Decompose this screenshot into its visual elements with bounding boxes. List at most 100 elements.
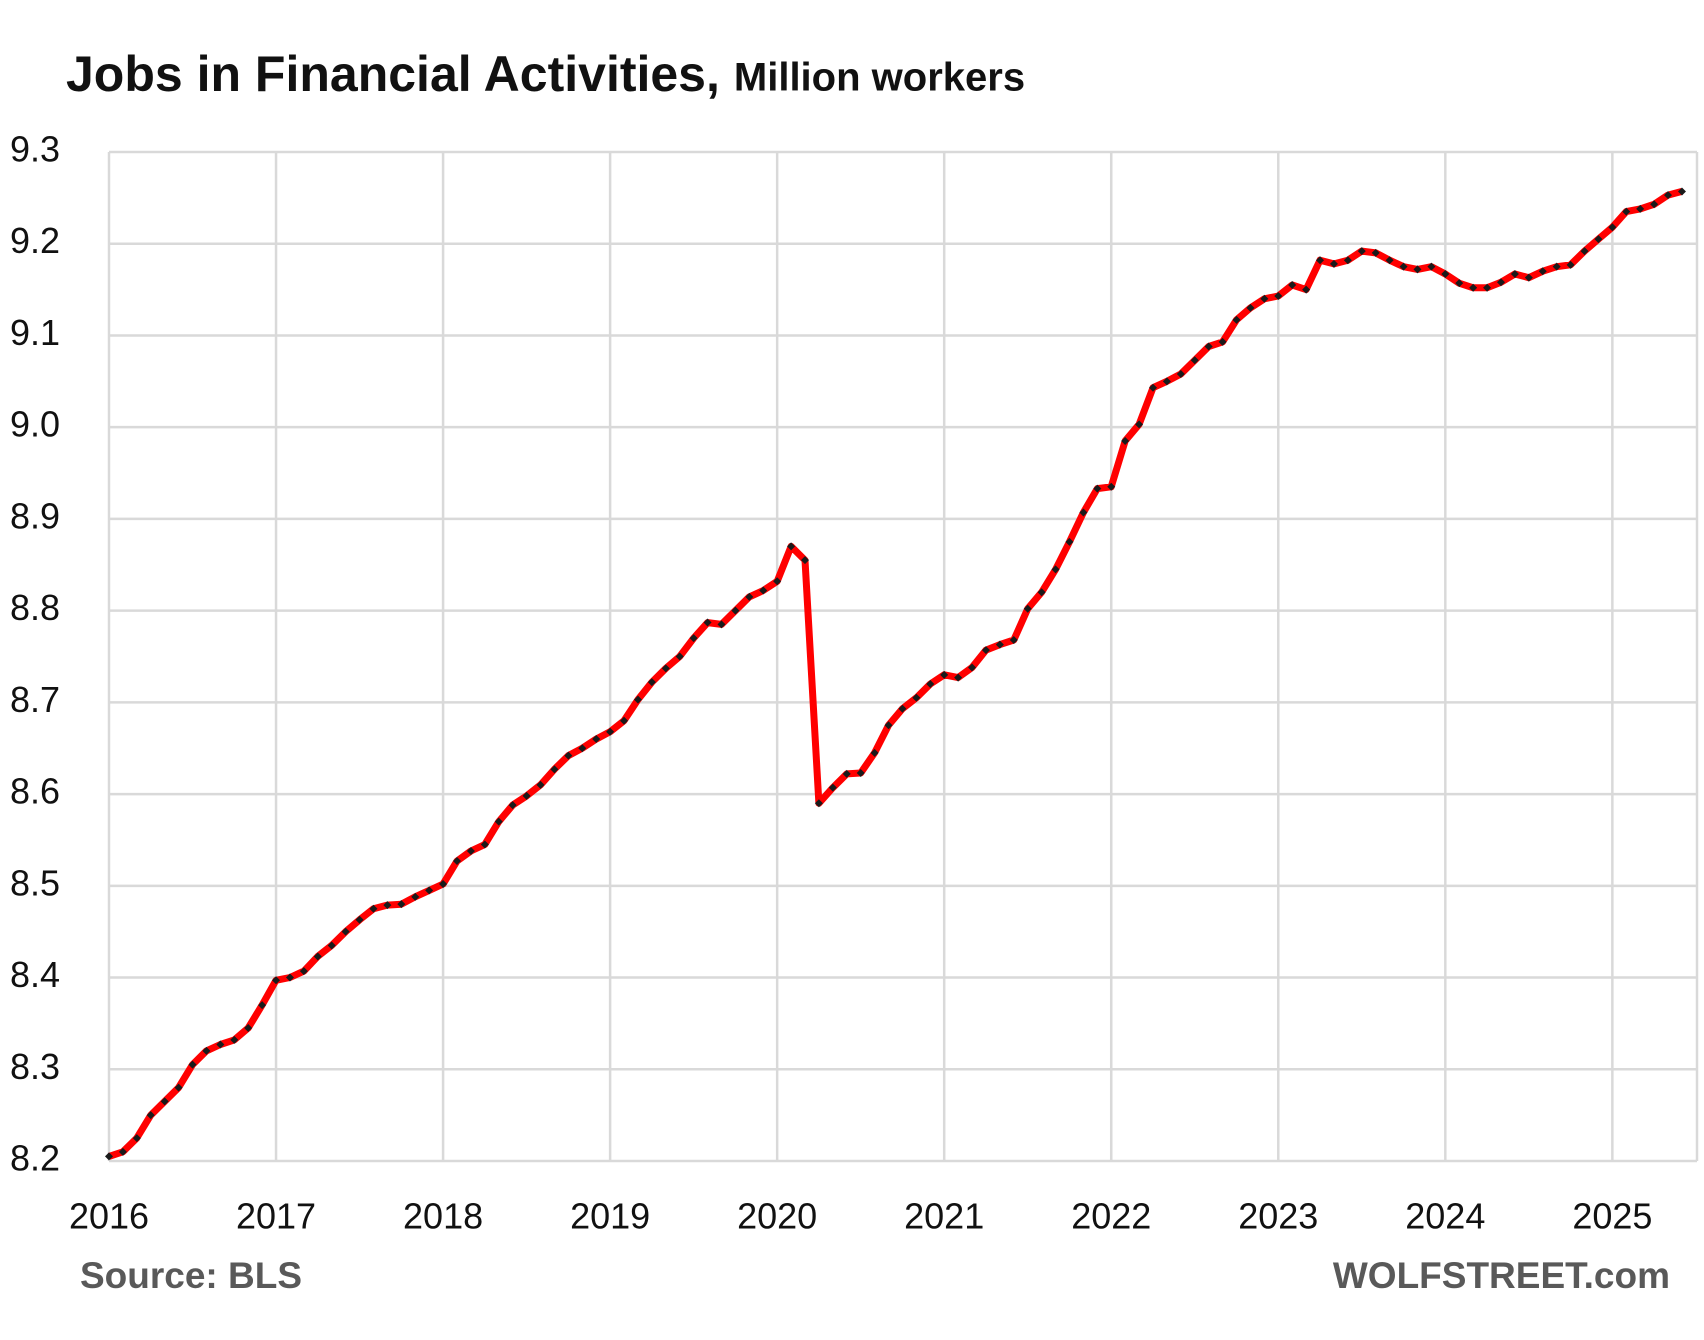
data-point	[731, 606, 740, 615]
data-point	[341, 927, 350, 936]
data-point	[480, 840, 489, 849]
data-point	[425, 886, 434, 895]
data-point	[1051, 565, 1060, 574]
data-point	[1650, 200, 1659, 209]
data-point	[1497, 278, 1505, 287]
data-point	[1343, 256, 1352, 265]
data-point	[1162, 377, 1171, 386]
data-point	[285, 973, 294, 982]
data-point	[1329, 259, 1338, 268]
data-point	[912, 693, 921, 702]
data-point	[1357, 247, 1366, 256]
data-point	[620, 716, 629, 725]
data-point	[258, 1001, 267, 1010]
data-point	[536, 780, 545, 789]
data-point	[1385, 256, 1394, 265]
chart-title: Jobs in Financial Activities,	[66, 46, 720, 102]
grid	[107, 150, 1699, 1163]
x-tick-label: 2024	[1405, 1196, 1485, 1237]
data-point	[1538, 267, 1547, 276]
data-point	[327, 941, 336, 950]
data-point	[814, 799, 823, 808]
data-point	[160, 1097, 169, 1106]
x-tick-label: 2016	[69, 1196, 149, 1237]
data-point	[606, 727, 615, 736]
data-point	[1455, 279, 1464, 288]
x-tick-label: 2017	[236, 1196, 316, 1237]
data-point	[1288, 281, 1297, 290]
data-point	[132, 1134, 141, 1143]
data-point	[1079, 508, 1088, 517]
data-point	[745, 592, 754, 601]
data-point	[954, 673, 963, 682]
data-point	[299, 967, 308, 976]
data-point	[842, 769, 851, 778]
data-point	[647, 678, 656, 687]
data-point	[675, 652, 684, 661]
data-point	[550, 765, 559, 774]
data-point	[216, 1040, 225, 1049]
data-point	[703, 618, 712, 627]
data-point	[1622, 207, 1631, 216]
data-point	[355, 915, 364, 924]
y-tick-label: 8.3	[10, 1046, 60, 1087]
y-tick-label: 8.8	[10, 587, 60, 628]
y-tick-label: 9.1	[10, 312, 60, 353]
data-point	[1149, 383, 1157, 392]
x-tick-label: 2022	[1071, 1196, 1151, 1237]
data-point	[773, 577, 782, 586]
data-point	[1204, 342, 1213, 351]
data-point	[968, 663, 977, 672]
data-point	[898, 704, 907, 713]
data-point	[494, 817, 503, 826]
data-point	[453, 857, 461, 866]
data-point	[1510, 269, 1519, 278]
data-point	[1121, 436, 1130, 445]
data-point	[1246, 303, 1255, 312]
data-point	[188, 1060, 197, 1069]
data-point	[564, 751, 573, 760]
data-point	[1190, 356, 1199, 365]
data-point	[369, 904, 378, 913]
y-tick-label: 8.2	[10, 1138, 60, 1179]
data-point	[439, 879, 448, 888]
data-point	[244, 1023, 253, 1032]
data-point	[1441, 269, 1450, 278]
data-point	[118, 1147, 127, 1156]
data-point	[870, 748, 879, 757]
data-point	[1594, 235, 1603, 244]
data-point	[1176, 369, 1185, 378]
data-point	[466, 846, 475, 855]
data-point	[1218, 337, 1227, 346]
data-point	[105, 1152, 113, 1161]
data-point	[1469, 283, 1478, 292]
data-point	[1552, 262, 1561, 271]
data-point	[1483, 283, 1492, 292]
data-point	[633, 695, 642, 704]
x-tick-label: 2019	[570, 1196, 650, 1237]
data-point	[1232, 315, 1241, 324]
data-point	[508, 801, 517, 810]
y-tick-label: 8.9	[10, 495, 60, 536]
x-tick-label: 2018	[403, 1196, 483, 1237]
data-point	[1413, 265, 1422, 274]
data-point	[661, 664, 670, 673]
x-tick-label: 2021	[904, 1196, 984, 1237]
data-point	[717, 620, 726, 629]
data-point	[174, 1083, 183, 1092]
data-point	[230, 1035, 239, 1044]
data-point	[856, 768, 865, 777]
data-point	[1009, 635, 1018, 644]
data-point	[1399, 262, 1408, 271]
x-tick-label: 2020	[737, 1196, 817, 1237]
data-point	[1664, 191, 1673, 200]
data-point	[1371, 248, 1380, 257]
y-tick-label: 9.3	[10, 129, 60, 170]
data-point	[1316, 256, 1325, 265]
data-point	[926, 680, 935, 689]
credit-note: WOLFSTREET.com	[1333, 1255, 1670, 1296]
data-point	[522, 791, 531, 800]
chart-subtitle: Million workers	[734, 56, 1025, 100]
data-point	[759, 586, 768, 595]
